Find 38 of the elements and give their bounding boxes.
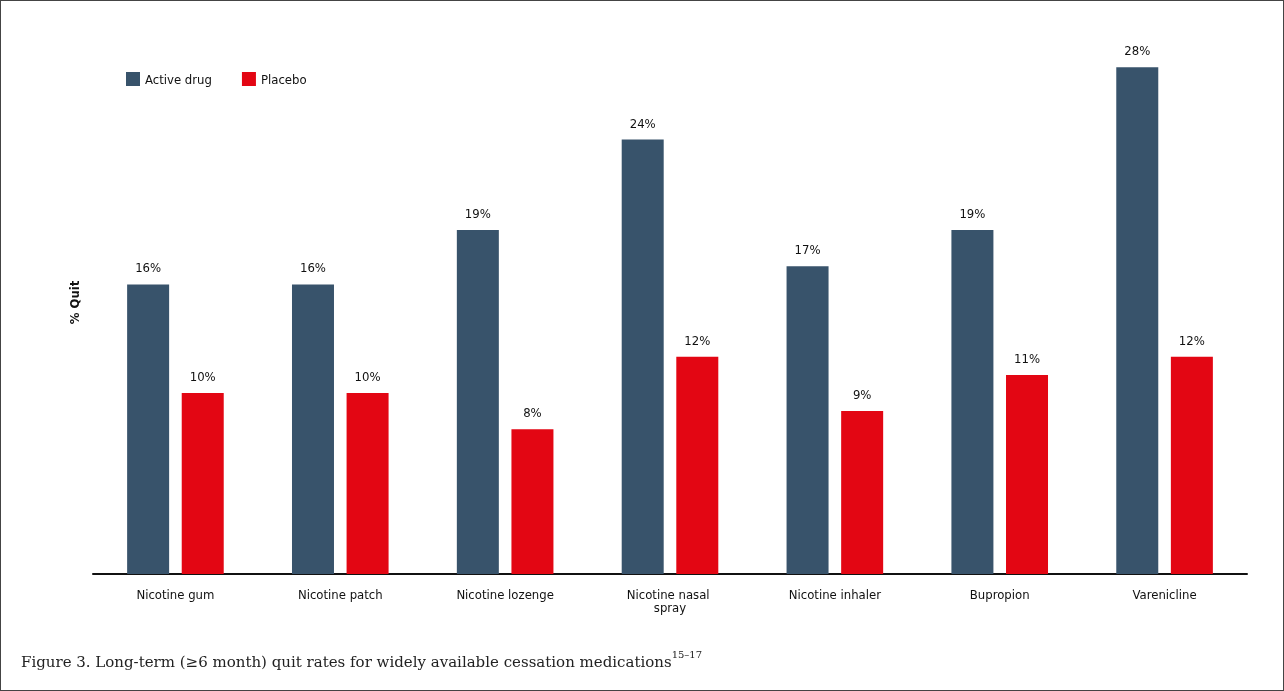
data-label: 17% — [794, 242, 821, 258]
bar — [511, 429, 554, 574]
data-label: 10% — [354, 369, 381, 384]
bar — [621, 139, 664, 574]
data-label: 28% — [1124, 43, 1151, 59]
data-label: 19% — [959, 206, 986, 222]
x-tick-label: Nicotine inhaler — [788, 587, 882, 602]
data-label: 11% — [1014, 350, 1041, 366]
data-label: 8% — [523, 405, 542, 421]
y-axis-title: % Quit — [67, 280, 82, 325]
data-label: 12% — [684, 332, 711, 348]
bar — [676, 356, 719, 574]
legend-label: Active drug — [145, 71, 212, 87]
x-tick-label: Nicotine patch — [297, 587, 383, 602]
x-tick-label: Nicotine nasal spray — [626, 587, 714, 615]
data-label: 9% — [852, 387, 872, 403]
data-label: 19% — [464, 206, 491, 222]
bar — [1170, 356, 1213, 574]
bar — [1006, 374, 1049, 574]
x-tick-label: Nicotine lozenge — [456, 587, 554, 602]
bar — [181, 393, 224, 574]
data-label: 10% — [189, 369, 216, 384]
data-label: 16% — [299, 260, 326, 276]
bar — [786, 266, 829, 574]
bar — [841, 411, 884, 574]
x-tick-label: Nicotine gum — [136, 587, 215, 602]
bar — [127, 284, 170, 574]
bar — [456, 230, 499, 574]
bar — [346, 393, 389, 574]
x-tick-label: Bupropion — [969, 587, 1030, 602]
legend-label: Placebo — [260, 71, 307, 87]
bar — [951, 230, 994, 574]
x-tick-label: Varenicline — [1132, 587, 1197, 602]
data-label: 16% — [135, 260, 162, 276]
data-label: 12% — [1178, 332, 1205, 348]
data-label: 24% — [629, 115, 656, 131]
bar — [291, 284, 334, 574]
bar — [1116, 67, 1159, 574]
